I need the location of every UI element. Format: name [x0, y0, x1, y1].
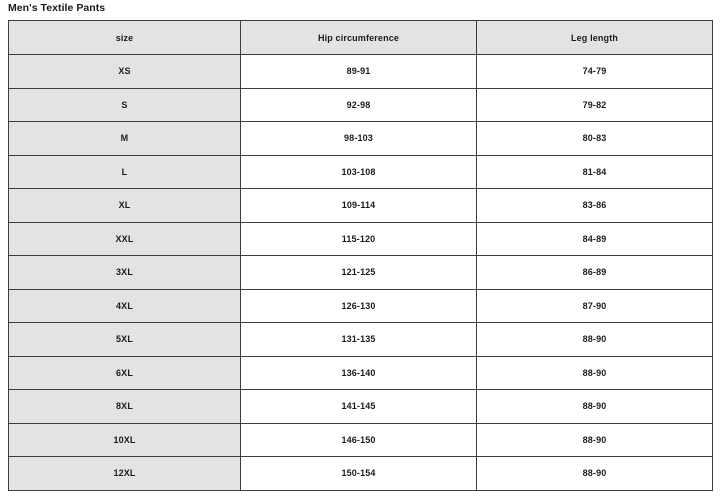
table-row: 5XL 131-135 88-90	[8, 322, 713, 357]
cell-hip-circumference: 109-114	[240, 188, 477, 223]
cell-leg-length: 86-89	[476, 255, 713, 290]
cell-leg-length: 88-90	[476, 389, 713, 424]
cell-hip-circumference: 146-150	[240, 422, 477, 457]
table-row: XXL 115-120 84-89	[8, 221, 713, 256]
cell-leg-length: 88-90	[476, 456, 713, 491]
table-header: size Hip circumference Leg length	[8, 20, 713, 55]
cell-hip-circumference: 150-154	[240, 456, 477, 491]
cell-leg-length: 88-90	[476, 422, 713, 457]
cell-leg-length: 74-79	[476, 54, 713, 89]
cell-hip-circumference: 92-98	[240, 87, 477, 122]
cell-hip-circumference: 89-91	[240, 54, 477, 89]
column-header-size: size	[8, 20, 241, 55]
cell-leg-length: 84-89	[476, 221, 713, 256]
cell-hip-circumference: 131-135	[240, 322, 477, 357]
size-table-container: size Hip circumference Leg length XS 89-9…	[8, 20, 713, 491]
cell-size: 6XL	[8, 355, 241, 390]
table-row: 12XL 150-154 88-90	[8, 456, 713, 491]
table-row: 10XL 146-150 88-90	[8, 422, 713, 457]
cell-leg-length: 81-84	[476, 154, 713, 189]
cell-hip-circumference: 136-140	[240, 355, 477, 390]
cell-size: XL	[8, 188, 241, 223]
table-row: 6XL 136-140 88-90	[8, 355, 713, 390]
cell-leg-length: 79-82	[476, 87, 713, 122]
cell-size: S	[8, 87, 241, 122]
cell-size: 10XL	[8, 422, 241, 457]
page-title: Men's Textile Pants	[8, 2, 106, 14]
cell-hip-circumference: 141-145	[240, 389, 477, 424]
cell-hip-circumference: 98-103	[240, 121, 477, 156]
table-row: 3XL 121-125 86-89	[8, 255, 713, 290]
cell-size: 8XL	[8, 389, 241, 424]
table-row: XS 89-91 74-79	[8, 54, 713, 89]
cell-size: 4XL	[8, 288, 241, 323]
table-row: L 103-108 81-84	[8, 154, 713, 189]
cell-hip-circumference: 126-130	[240, 288, 477, 323]
cell-size: XXL	[8, 221, 241, 256]
table-row: M 98-103 80-83	[8, 121, 713, 156]
cell-size: XS	[8, 54, 241, 89]
cell-hip-circumference: 121-125	[240, 255, 477, 290]
column-header-hip-circumference: Hip circumference	[240, 20, 477, 55]
cell-leg-length: 80-83	[476, 121, 713, 156]
size-chart-table: size Hip circumference Leg length XS 89-9…	[8, 20, 713, 491]
cell-size: 12XL	[8, 456, 241, 491]
cell-leg-length: 88-90	[476, 355, 713, 390]
table-header-row: size Hip circumference Leg length	[8, 20, 713, 55]
cell-leg-length: 87-90	[476, 288, 713, 323]
cell-hip-circumference: 103-108	[240, 154, 477, 189]
cell-size: M	[8, 121, 241, 156]
cell-size: 3XL	[8, 255, 241, 290]
column-header-leg-length: Leg length	[476, 20, 713, 55]
table-body: XS 89-91 74-79 S 92-98 79-82 M 98-103 80-83 L 103-…	[8, 54, 713, 491]
cell-hip-circumference: 115-120	[240, 221, 477, 256]
table-row: S 92-98 79-82	[8, 87, 713, 122]
table-row: XL 109-114 83-86	[8, 188, 713, 223]
cell-size: L	[8, 154, 241, 189]
table-row: 4XL 126-130 87-90	[8, 288, 713, 323]
cell-leg-length: 88-90	[476, 322, 713, 357]
table-row: 8XL 141-145 88-90	[8, 389, 713, 424]
cell-leg-length: 83-86	[476, 188, 713, 223]
cell-size: 5XL	[8, 322, 241, 357]
